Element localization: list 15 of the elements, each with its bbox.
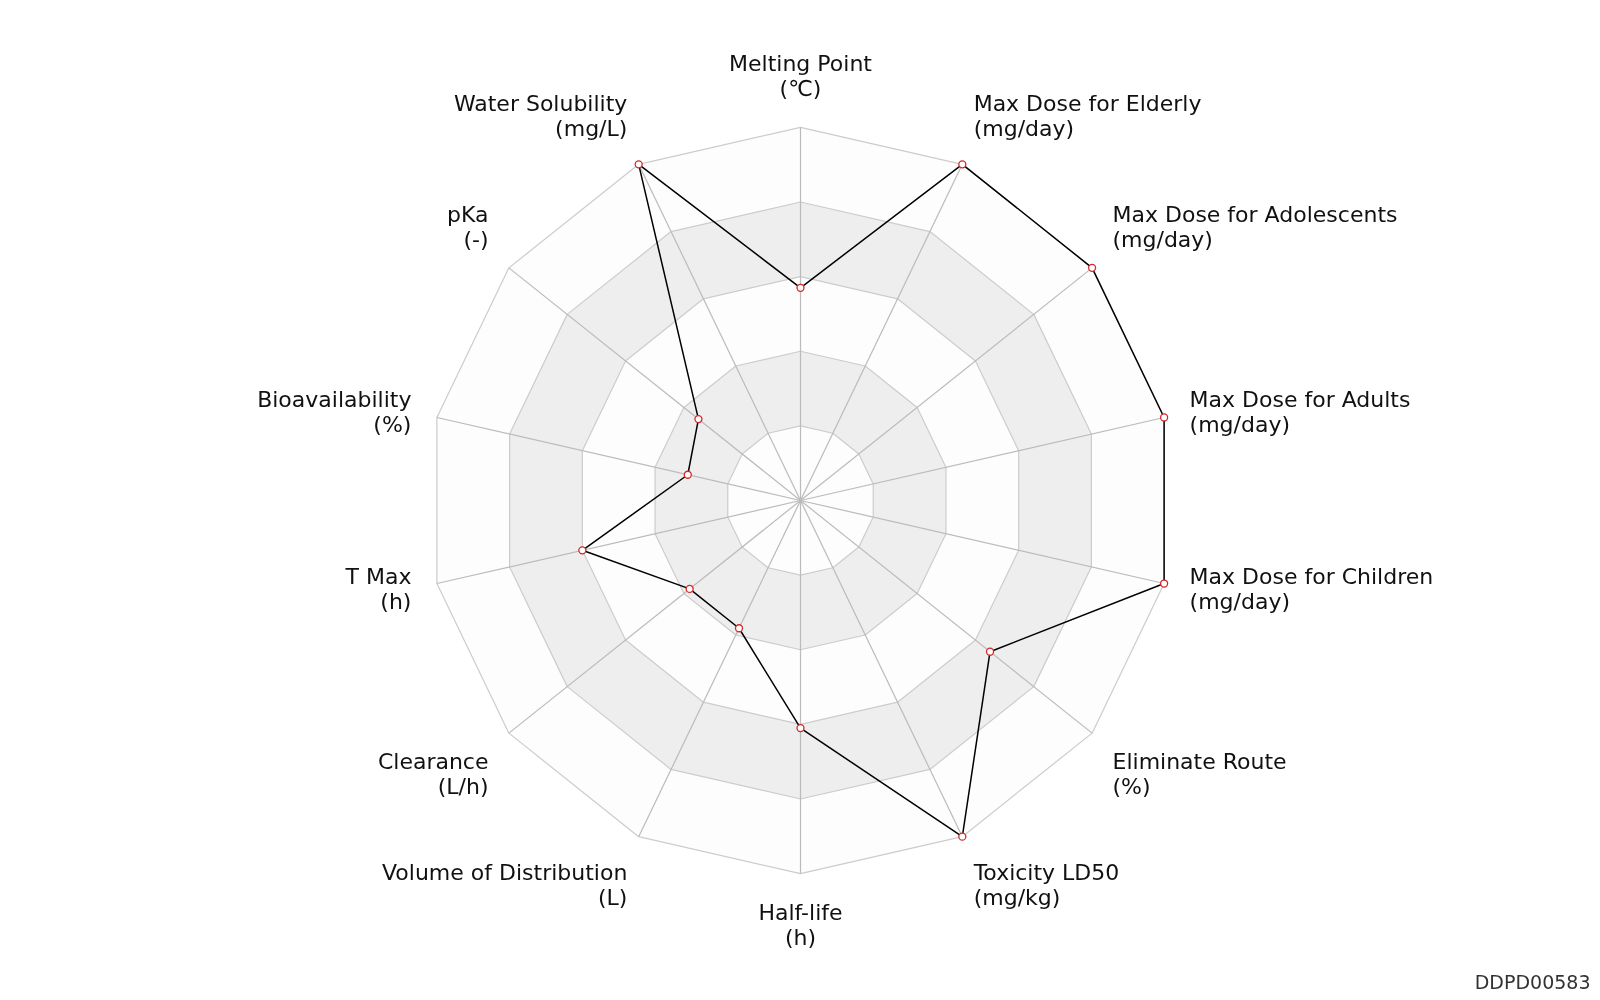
spoke-label: Half-life (h) — [758, 899, 843, 950]
spoke-label: Eliminate Route (%) — [1112, 749, 1287, 800]
spoke-label: Toxicity LD50 (mg/kg) — [972, 860, 1120, 911]
spoke-label: Clearance (L/h) — [377, 749, 489, 800]
spoke-label: Max Dose for Adolescents (mg/day) — [1112, 201, 1398, 252]
spoke-label: pKa (-) — [447, 201, 489, 252]
spoke-label: Water Solubility (mg/L) — [453, 90, 628, 141]
spoke-label: Max Dose for Elderly (mg/day) — [973, 90, 1202, 141]
spoke-label: Volume of Distribution (L) — [381, 860, 628, 911]
spoke-label: T Max (h) — [344, 564, 412, 615]
spoke-label: Bioavailability (%) — [257, 386, 412, 437]
spoke-label: Max Dose for Adults (mg/day) — [1189, 386, 1411, 437]
text: DDPD00583 — [1474, 970, 1591, 993]
spoke-label: Melting Point (℃) — [729, 51, 873, 102]
spoke-label: Max Dose for Children (mg/day) — [1189, 564, 1434, 615]
